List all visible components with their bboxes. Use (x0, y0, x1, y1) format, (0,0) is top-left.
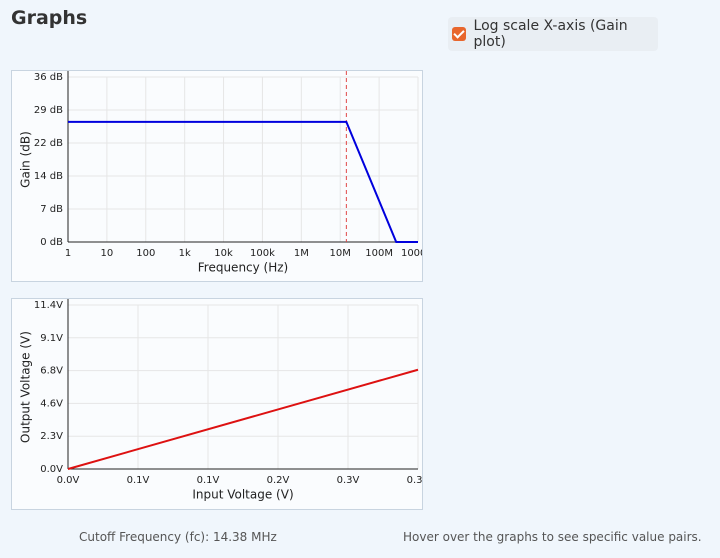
x-tick-label: 10M (330, 248, 351, 259)
y-axis-label: Gain (dB) (19, 131, 33, 188)
x-axis-label: Frequency (Hz) (198, 261, 289, 275)
gain-chart[interactable]: 0 dB 7 dB 14 dB 22 dB 29 dB 36 dB 1 10 100 1k 10k 1… (12, 71, 422, 281)
x-tick-label: 1000M (401, 248, 422, 259)
x-tick-label: 0.2V (267, 475, 290, 486)
x-axis-label: Input Voltage (V) (192, 488, 293, 502)
y-tick-label: 6.8V (40, 366, 63, 377)
x-tick-label: 0.3V (407, 475, 422, 486)
y-tick-label: 0 dB (40, 237, 63, 248)
x-tick-label: 0.0V (57, 475, 80, 486)
y-tick-label: 29 dB (34, 105, 63, 116)
checkbox-label[interactable]: Log scale X-axis (Gain plot) (473, 18, 628, 50)
y-tick-label: 2.3V (40, 431, 63, 442)
x-tick-label: 0.1V (197, 475, 220, 486)
y-tick-label: 22 dB (34, 138, 63, 149)
y-tick-label: 9.1V (40, 333, 63, 344)
y-axis-label: Output Voltage (V) (19, 331, 33, 443)
x-tick-label: 1M (294, 248, 309, 259)
y-tick-label: 14 dB (34, 171, 63, 182)
x-tick-label: 10 (101, 248, 114, 259)
series-line (68, 120, 418, 243)
cutoff-text: Cutoff Frequency (fc): 14.38 MHz (79, 530, 277, 544)
x-tick-label: 100 (136, 248, 155, 259)
x-tick-label: 10k (214, 248, 233, 259)
hint-text: Hover over the graphs to see specific va… (403, 530, 702, 544)
y-tick-label: 0.0V (40, 464, 63, 475)
x-tick-label: 100M (365, 248, 393, 259)
y-tick-label: 11.4V (34, 300, 63, 311)
voltage-panel: 0.0V 2.3V 4.6V 6.8V 9.1V 11.4V 0.0V 0.1V 0.1V 0.2… (11, 298, 423, 510)
x-tick-label: 1 (65, 248, 71, 259)
checkbox[interactable] (452, 27, 466, 41)
page-title: Graphs (11, 7, 88, 29)
log-scale-toggle[interactable]: Log scale X-axis (Gain plot) (448, 17, 658, 51)
x-tick-label: 0.3V (337, 475, 360, 486)
series-line (67, 368, 419, 470)
x-tick-label: 100k (250, 248, 275, 259)
x-tick-label: 0.1V (127, 475, 150, 486)
voltage-chart[interactable]: 0.0V 2.3V 4.6V 6.8V 9.1V 11.4V 0.0V 0.1V 0.1V 0.2… (12, 299, 422, 509)
y-tick-label: 7 dB (40, 204, 63, 215)
y-tick-label: 4.6V (40, 398, 63, 409)
x-tick-label: 1k (179, 248, 191, 259)
y-tick-label: 36 dB (34, 72, 63, 83)
gain-panel: 0 dB 7 dB 14 dB 22 dB 29 dB 36 dB 1 10 100 1k 10k 1… (11, 70, 423, 282)
